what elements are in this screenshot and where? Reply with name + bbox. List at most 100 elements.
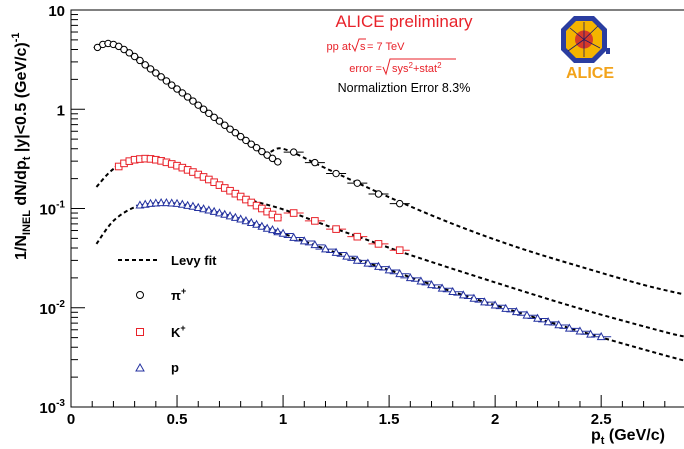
legend-pion-sup: +: [181, 286, 186, 296]
alice-logo: ALICE: [561, 16, 614, 82]
axis-ticks: 0 0.5 1 1.5 2 2.5 10-3 10-2 10-1 1 10: [39, 3, 666, 428]
data-point: [332, 225, 340, 233]
data-point: [273, 213, 282, 222]
data-point: [289, 148, 298, 156]
y-label-sub-3: t: [21, 156, 33, 160]
data-point: [241, 216, 251, 225]
data-point: [353, 232, 362, 241]
data-point: [247, 140, 255, 148]
data-point: [427, 280, 436, 289]
series-p: [135, 198, 612, 341]
data-point: [231, 129, 240, 137]
y-label-part-4: |y|<0.5 (GeV/c): [13, 42, 30, 156]
data-point: [146, 65, 155, 73]
data-point: [469, 293, 479, 302]
data-point: [310, 240, 320, 249]
y-tick-label: 10: [48, 3, 65, 20]
data-point: [183, 93, 192, 101]
energy-root: s: [360, 41, 366, 53]
data-point: [120, 45, 128, 54]
data-point: [257, 221, 267, 230]
annotation-title: ALICE preliminary: [336, 12, 473, 31]
data-point: [395, 268, 405, 278]
data-point: [543, 317, 553, 326]
data-points: [93, 39, 612, 341]
data-point: [125, 49, 134, 57]
legend-pion-label: π+: [171, 286, 186, 303]
y-axis-label: 1/NINEL dN/dpt |y|<0.5 (GeV/c)-1: [10, 32, 33, 260]
annotation-normalization: Normaliztion Error 8.3%: [338, 81, 471, 95]
data-point: [405, 273, 415, 282]
data-point: [246, 217, 256, 226]
data-point: [167, 198, 177, 207]
data-point: [321, 244, 330, 253]
error-root-content: sys2+stat2: [392, 61, 442, 75]
error-root-b: +stat: [413, 63, 437, 75]
data-point: [194, 101, 202, 109]
data-point: [289, 209, 298, 217]
data-point: [416, 276, 426, 285]
data-point: [252, 219, 262, 228]
data-point: [141, 61, 149, 69]
energy-sqrt-sign: [351, 38, 366, 53]
data-point: [152, 69, 160, 77]
data-point: [522, 310, 532, 319]
data-point: [480, 297, 489, 306]
x-tick-label: 2.5: [591, 411, 612, 428]
data-point: [189, 97, 197, 105]
energy-prefix: pp at: [327, 41, 351, 53]
annotation-error: error = sys2+stat2: [349, 58, 456, 76]
x-label-rest: (GeV/c): [604, 427, 664, 444]
legend-kaon-sup: +: [180, 323, 185, 333]
data-point: [374, 261, 383, 270]
y-label-part-2: dN/dp: [13, 160, 30, 210]
x-tick-label: 1: [279, 411, 287, 428]
x-tick-label: 0.5: [167, 411, 188, 428]
legend-pion-base: π: [171, 288, 181, 303]
data-point: [226, 125, 234, 133]
data-point: [363, 258, 373, 267]
y-tick-label: 10-3: [39, 398, 65, 417]
data-point: [173, 85, 181, 93]
data-point: [115, 42, 123, 51]
x-label-sub: t: [601, 435, 605, 447]
data-point: [311, 158, 319, 167]
x-tick-label: 1.5: [379, 411, 400, 428]
data-point: [554, 320, 564, 329]
error-root-sup-2: 2: [437, 61, 442, 70]
data-point: [564, 323, 574, 332]
series-pi+: [93, 39, 410, 208]
data-point: [511, 306, 521, 316]
logo-rays: [567, 22, 601, 57]
data-point: [162, 77, 171, 85]
data-point: [289, 232, 299, 241]
data-point: [353, 179, 361, 187]
data-point: [263, 151, 271, 159]
logo-side-marker: [606, 48, 610, 54]
data-point: [458, 290, 468, 299]
y-label-part-0: 1/N: [13, 235, 30, 260]
legend-kaon-label: K+: [171, 323, 186, 340]
data-point: [331, 247, 341, 256]
legend: Levy fit π+ K+ p: [118, 253, 217, 375]
data-point: [384, 265, 394, 274]
data-point: [274, 158, 282, 166]
y-tick-label: 1: [57, 102, 65, 119]
data-point: [299, 236, 309, 245]
data-point: [533, 313, 542, 322]
legend-proton-label: p: [171, 360, 179, 375]
error-root-sup-1: 2: [409, 61, 414, 70]
data-point: [130, 52, 139, 61]
data-point: [161, 198, 171, 207]
error-root-a: sys: [392, 63, 409, 75]
data-point: [352, 255, 362, 264]
data-point: [236, 132, 245, 141]
data-point: [157, 73, 165, 81]
data-point: [252, 143, 261, 152]
x-axis-label: pt (GeV/c): [591, 427, 665, 447]
data-point: [396, 199, 404, 208]
logo-text: ALICE: [566, 65, 614, 82]
data-point: [395, 246, 404, 255]
